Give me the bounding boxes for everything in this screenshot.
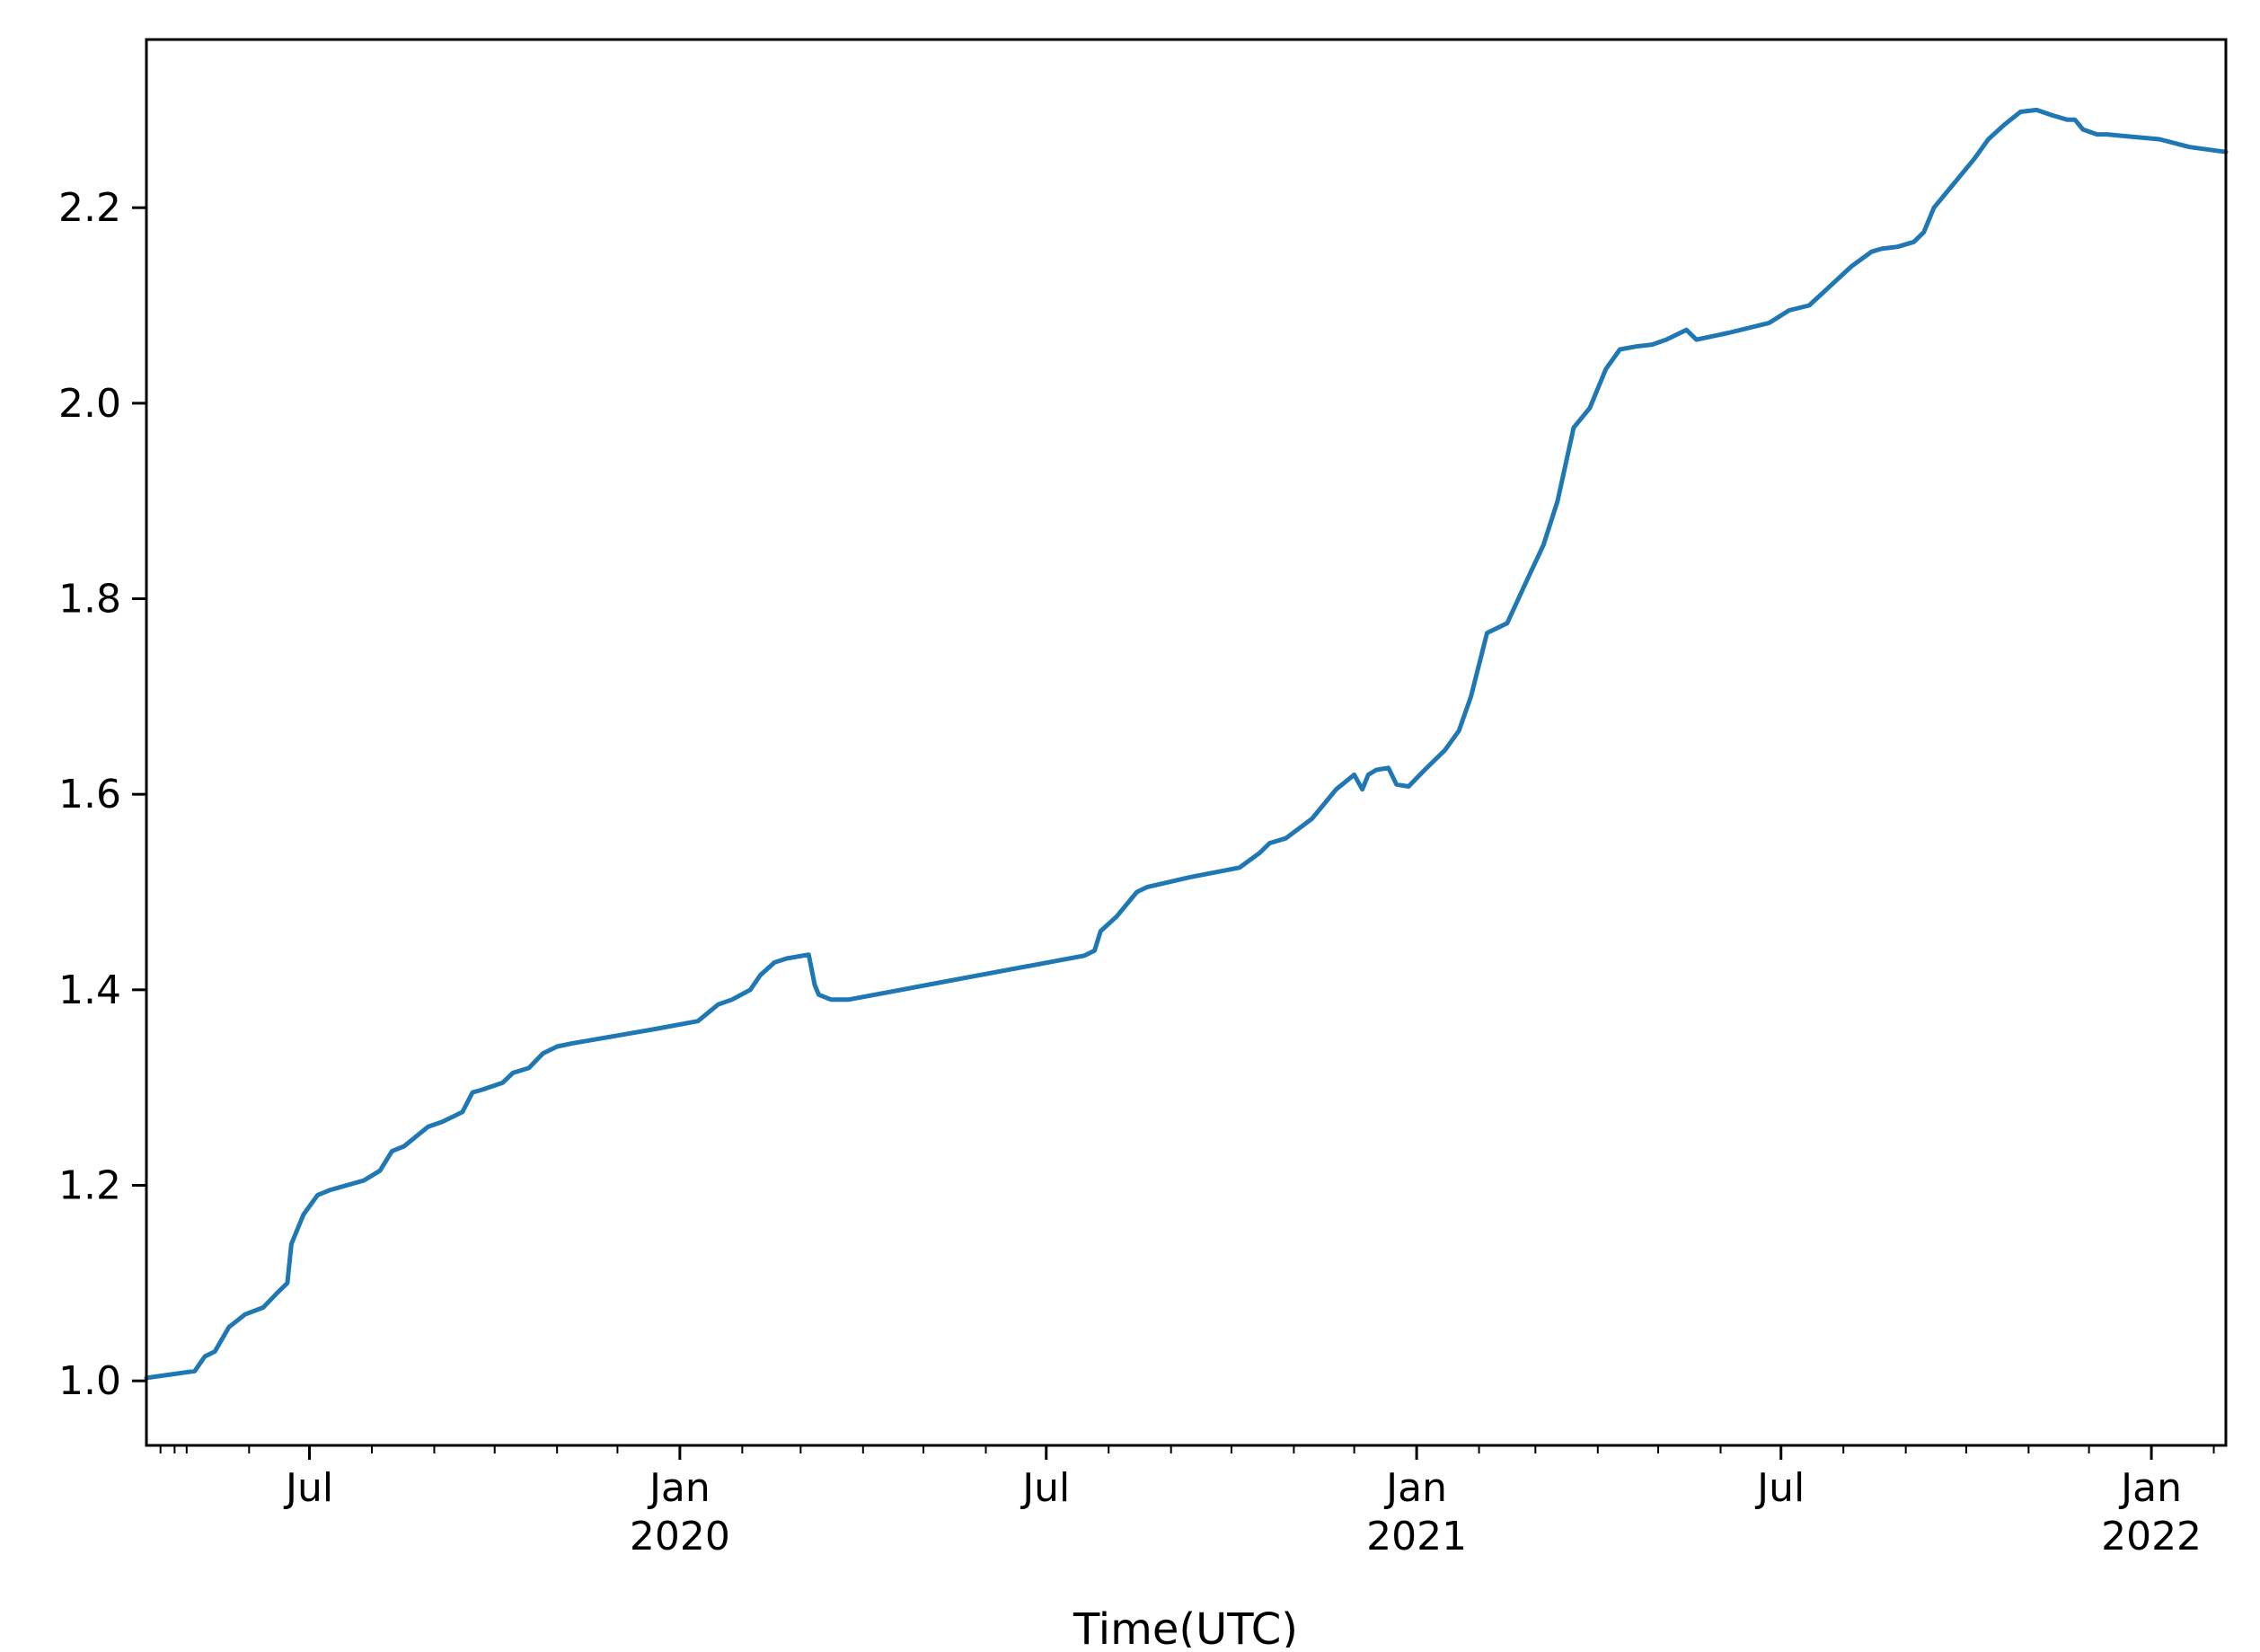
- x-tick-label: Jul: [283, 1465, 333, 1511]
- y-tick-label: 1.6: [58, 772, 121, 817]
- plot-frame: [145, 38, 2228, 1447]
- y-tick-label: 1.0: [58, 1358, 121, 1404]
- y-tick-label: 1.2: [58, 1163, 121, 1209]
- y-axis-ticks: 1.0 1.2 1.4 1.6 1.8 2.0 2.2: [58, 185, 146, 1404]
- y-tick-label: 1.4: [58, 967, 121, 1013]
- x-tick-label: Jan: [2118, 1465, 2182, 1511]
- y-tick-label: 1.8: [58, 577, 121, 623]
- y-tick-label: 2.2: [58, 185, 121, 231]
- x-tick-year-label: 2020: [630, 1514, 730, 1559]
- x-tick-label: Jan: [1383, 1465, 1447, 1511]
- x-tick-year-label: 2022: [2101, 1514, 2202, 1559]
- x-tick-label: Jul: [1020, 1465, 1070, 1511]
- x-tick-label: Jan: [647, 1465, 711, 1511]
- x-tick-label: Jul: [1754, 1465, 1805, 1511]
- x-axis-label: Time(UTC): [1073, 1604, 1298, 1648]
- plot-background: [146, 40, 2226, 1445]
- series-line: [144, 107, 2229, 1381]
- y-tick-label: 2.0: [58, 381, 121, 427]
- x-tick-year-label: 2021: [1366, 1514, 1467, 1559]
